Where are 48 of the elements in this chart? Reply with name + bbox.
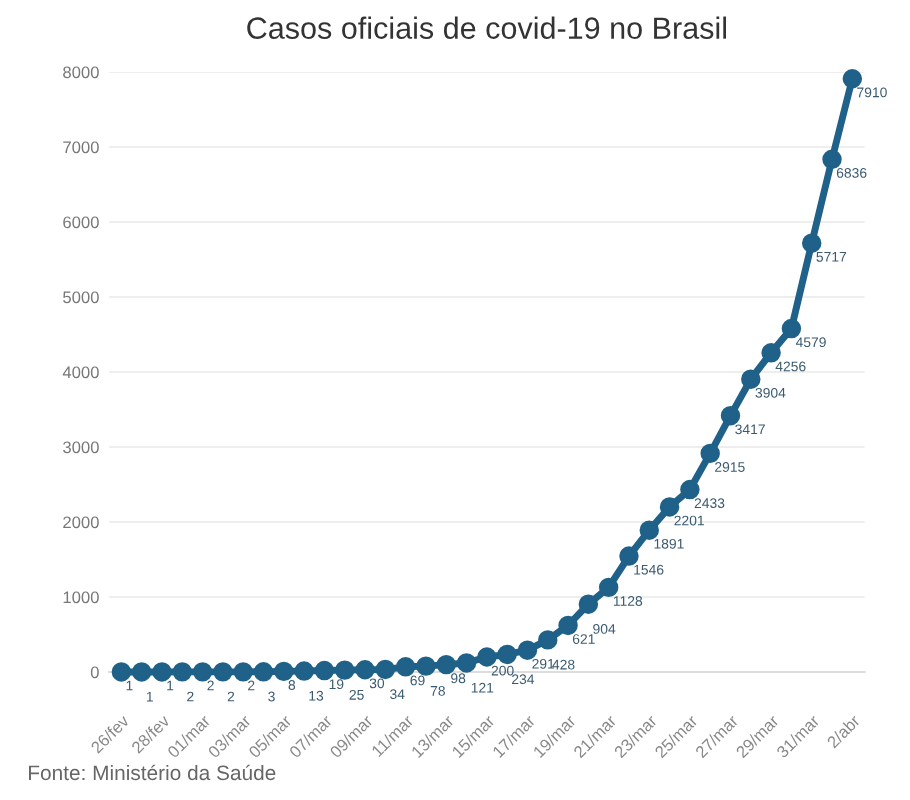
point: [680, 479, 700, 500]
y-tick-label: 1000: [63, 591, 99, 604]
source-note: Fonte: Ministério da Saúde: [29, 764, 276, 781]
point: [375, 659, 396, 680]
point: [741, 369, 761, 389]
point: [497, 644, 517, 665]
chart-title: Casos oficiais de covid-19 no Brasil: [247, 16, 726, 39]
point: [720, 406, 741, 426]
point: [314, 660, 335, 681]
point: [619, 546, 639, 566]
point: [598, 577, 619, 598]
point: [416, 656, 436, 676]
point: [761, 343, 781, 363]
y-tick-label: 4000: [62, 366, 99, 379]
point: [192, 662, 213, 682]
y-tick-label: 2000: [63, 516, 99, 529]
point: [294, 661, 314, 681]
point: [538, 630, 558, 650]
point: [639, 520, 659, 540]
point: [213, 662, 233, 682]
point: [558, 615, 578, 636]
y-tick-label: 0: [90, 666, 99, 679]
y-tick-label: 5000: [63, 291, 99, 304]
point: [456, 653, 477, 673]
point: [274, 661, 294, 682]
point: [172, 662, 193, 682]
point: [395, 657, 416, 677]
point: [822, 149, 842, 170]
point: [842, 69, 863, 89]
point: [111, 662, 132, 682]
y-tick-label: 6000: [63, 216, 99, 229]
point: [700, 443, 720, 464]
point: [253, 662, 274, 682]
y-tick-label: 7000: [63, 141, 99, 154]
point: [436, 654, 456, 675]
point: [335, 660, 355, 680]
point: [233, 662, 253, 682]
point: [131, 662, 152, 682]
point: [517, 640, 538, 660]
point: [152, 662, 172, 682]
y-tick-label: 3000: [63, 441, 99, 454]
point: [659, 497, 680, 517]
point: [355, 660, 375, 680]
y-tick-label: 8000: [63, 66, 99, 79]
point: [801, 233, 822, 253]
point: [578, 594, 599, 614]
point: [781, 318, 802, 339]
point: [477, 647, 497, 667]
